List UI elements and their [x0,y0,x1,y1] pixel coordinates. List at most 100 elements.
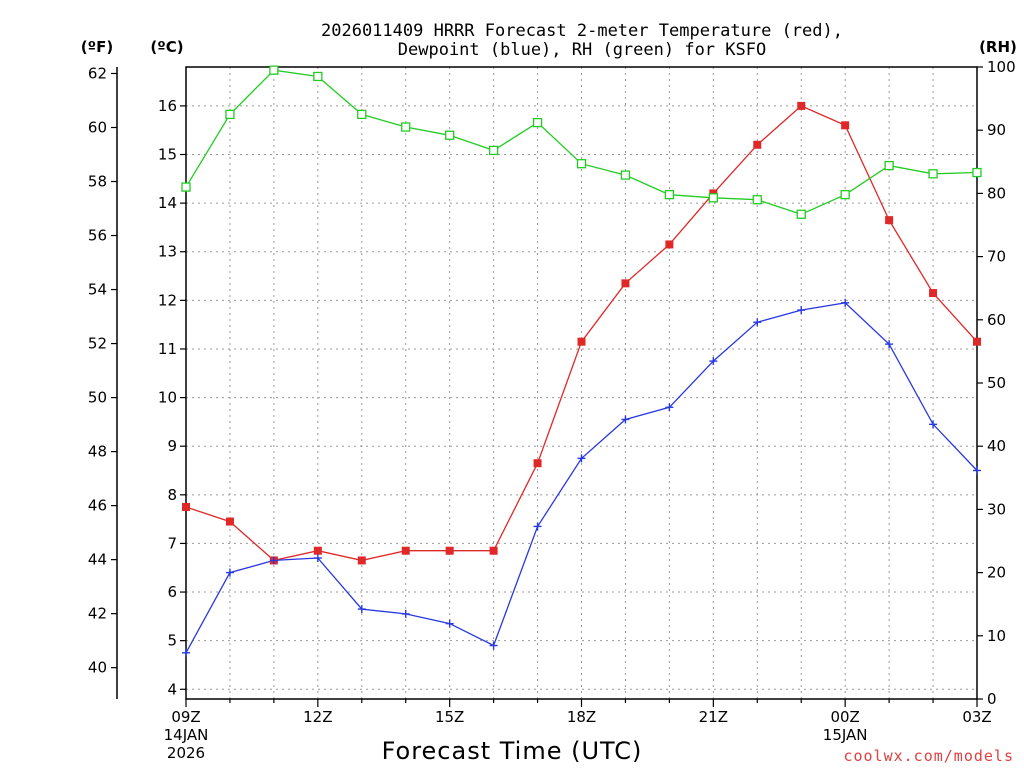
dewpoint-point [313,554,322,563]
dewpoint-point [401,609,410,618]
rh-point [357,109,367,120]
rh-point [664,190,675,200]
temperature-point [973,337,981,346]
rh-tick-label: 50 [987,374,1006,392]
fahrenheit-tick-label: 52 [88,335,107,353]
dewpoint-point [225,568,234,577]
fahrenheit-tick-label: 50 [88,389,107,407]
rh-tick-label: 20 [987,564,1006,582]
temperature-point [797,101,806,110]
temperature-point [841,121,850,130]
fahrenheit-tick-label: 46 [88,497,107,515]
rh-tick-label: 100 [987,58,1016,76]
celsius-tick-label: 7 [167,534,177,552]
dewpoint-point [841,298,850,307]
dewpoint-point [489,641,498,650]
celsius-tick-label: 5 [167,632,177,650]
dewpoint-point [709,357,718,366]
temperature-point [621,279,630,288]
rh-tick-label: 90 [987,121,1006,139]
rh-point [928,169,938,179]
dewpoint-point [885,340,894,349]
celsius-tick-label: 11 [158,340,177,358]
chart-title: 2026011409 HRRR Forecast 2-meter Tempera… [321,21,843,41]
temperature-point [533,459,542,468]
fahrenheit-tick-label: 48 [88,443,107,461]
rh-point [269,65,279,75]
x-tick-date-label: 14JAN [164,726,209,744]
rh-tick-label: 30 [987,500,1006,518]
temperature-point [445,546,454,555]
rh-point [796,209,806,219]
rh-point [488,145,499,156]
rh-tick-label: 40 [987,437,1006,455]
fahrenheit-tick-label: 44 [88,551,107,569]
celsius-tick-label: 10 [158,389,177,407]
celsius-tick-label: 9 [167,437,177,455]
fahrenheit-tick-label: 62 [88,64,107,82]
x-tick-label: 18Z [567,708,596,726]
dewpoint-point [929,420,938,429]
rh-tick-label: 0 [987,690,997,708]
credit-text: coolwx.com/models [843,747,1014,765]
fahrenheit-tick-label: 60 [88,118,107,136]
temperature-point [885,216,894,225]
temperature-point [577,337,586,346]
x-tick-label: 09Z [171,708,200,726]
temperature-point [357,556,366,565]
series-markers [181,65,982,657]
tick-labels: 4567891011121314151640424446485052545658… [88,58,1016,762]
fahrenheit-tick-label: 58 [88,173,107,191]
fahrenheit-tick-label: 56 [88,227,107,245]
rh-tick-label: 10 [987,627,1006,645]
rh-point [708,193,718,203]
rh-point [225,109,235,120]
rh-point [752,195,762,205]
temperature-point [401,546,410,555]
dewpoint-point [797,306,806,315]
temperature-point [225,517,234,526]
celsius-tick-label: 14 [158,194,177,212]
rh-tick-label: 70 [987,248,1006,266]
celsius-tick-label: 12 [158,291,177,309]
rh-point [840,190,850,200]
rh-point [884,160,894,171]
fahrenheit-tick-label: 40 [88,659,107,677]
fahrenheit-unit-label: (ºF) [81,38,113,56]
dewpoint-point [533,522,542,531]
temperature-line [185,105,978,562]
celsius-tick-label: 8 [167,486,177,504]
celsius-tick-label: 15 [158,146,177,164]
rh-tick-label: 80 [987,184,1006,202]
temperature-point [489,546,498,555]
axes [111,66,983,707]
dewpoint-point [269,556,278,565]
rh-tick-label: 60 [987,311,1006,329]
dewpoint-point [182,648,190,657]
celsius-tick-label: 6 [167,583,177,601]
chart-subtitle: Dewpoint (blue), RH (green) for KSFO [398,40,766,60]
celsius-tick-label: 16 [158,97,177,115]
temperature-point [182,502,190,511]
celsius-unit-label: (ºC) [150,38,183,56]
temperature-point [753,140,762,149]
fahrenheit-tick-label: 42 [88,605,107,623]
rh-point [972,167,982,178]
temperature-point [313,546,322,555]
rh-point [313,71,323,82]
x-tick-date-label: 15JAN [823,726,868,744]
dewpoint-point [357,605,366,614]
dewpoint-point [621,415,630,424]
x-tick-label: 12Z [303,708,332,726]
x-tick-label: 00Z [830,708,859,726]
x-tick-label: 21Z [699,708,728,726]
rh-point [532,117,543,128]
x-tick-year-label: 2026 [167,744,205,762]
rh-point [576,159,587,169]
rh-point [445,130,455,140]
rh-unit-label: (RH) [979,38,1017,56]
x-axis-label: Forecast Time (UTC) [382,737,643,765]
dewpoint-point [753,318,762,327]
fahrenheit-tick-label: 54 [88,281,107,299]
